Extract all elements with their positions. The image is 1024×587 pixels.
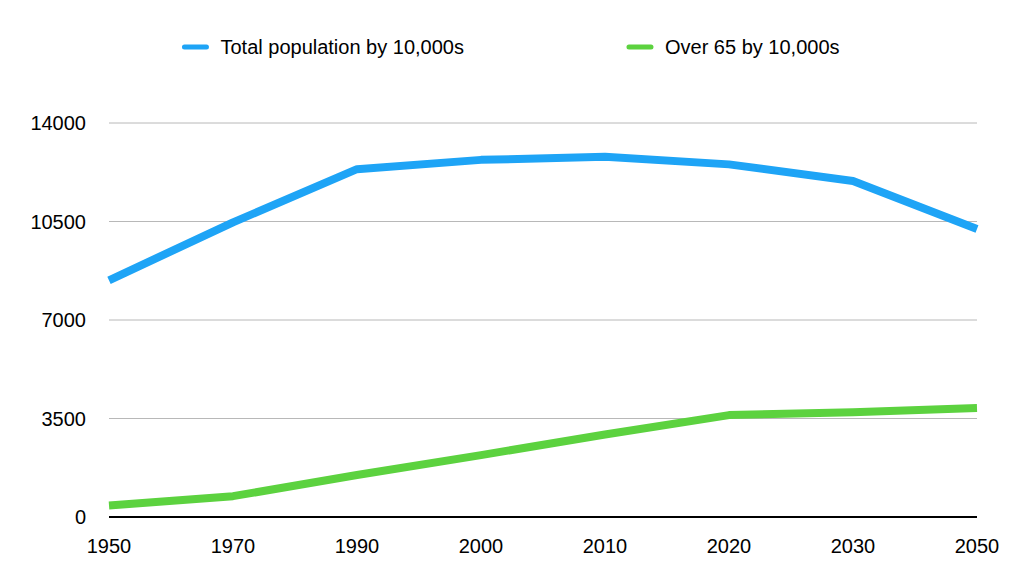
x-tick-label: 1990 <box>335 535 380 557</box>
grid-line <box>109 418 977 419</box>
series-line <box>109 408 977 505</box>
y-tick-label: 3500 <box>42 408 87 430</box>
y-tick-label: 0 <box>75 506 86 528</box>
x-tick-label: 1950 <box>87 535 132 557</box>
grid-line <box>109 123 977 124</box>
x-axis-line <box>109 516 977 518</box>
y-tick-label: 14000 <box>30 112 86 134</box>
legend-swatch <box>184 45 206 50</box>
y-tick-label: 10500 <box>30 211 86 233</box>
x-tick-label: 2050 <box>955 535 1000 557</box>
legend-label: Total population by 10,000s <box>220 36 464 58</box>
x-tick-label: 2010 <box>583 535 628 557</box>
y-tick-label: 7000 <box>42 309 87 331</box>
legend-swatch <box>629 45 651 50</box>
chart: 0 3500 7000 10500 14000 1950 1970 1990 2000 2010 2… <box>0 0 1024 587</box>
x-tick-label: 2030 <box>831 535 876 557</box>
series-line <box>109 157 977 281</box>
x-tick-label: 1970 <box>211 535 256 557</box>
x-tick-label: 2000 <box>459 535 504 557</box>
grid-line <box>109 320 977 321</box>
legend: Total population by 10,000s Over 65 by 10… <box>184 36 839 58</box>
x-tick-label: 2020 <box>707 535 752 557</box>
legend-label: Over 65 by 10,000s <box>665 36 840 58</box>
